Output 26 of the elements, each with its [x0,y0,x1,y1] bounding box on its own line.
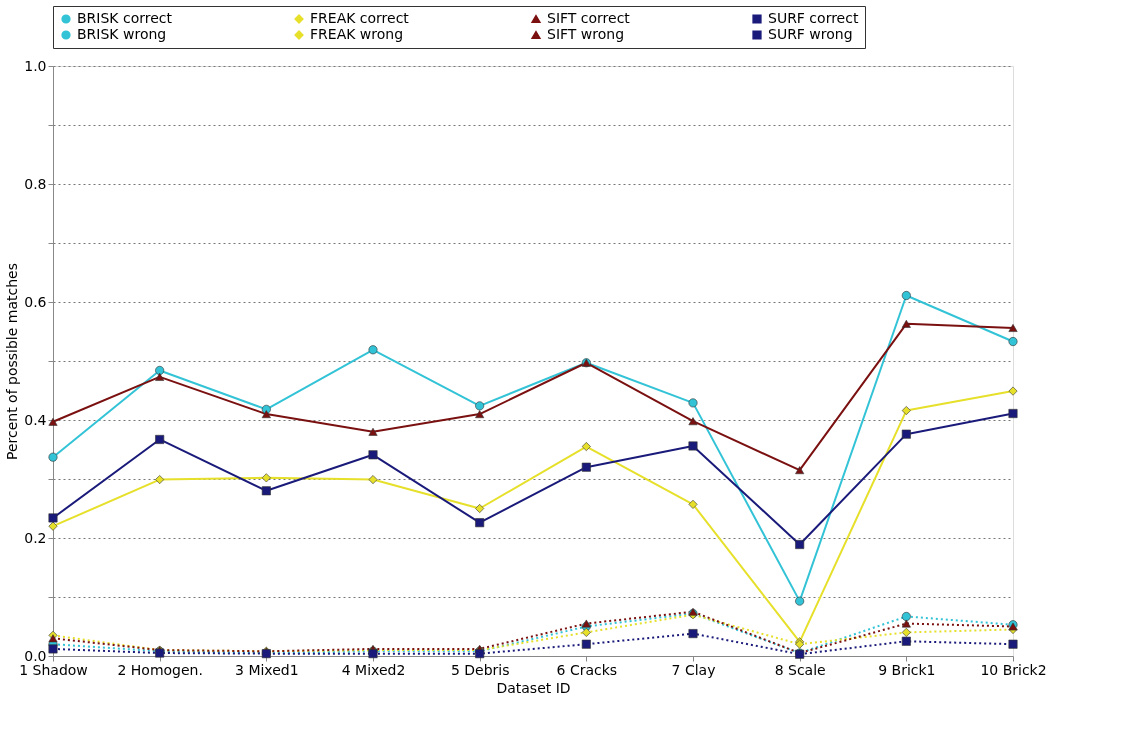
y-tick-label: 0.0 [24,647,47,664]
y-tick-label: 1.0 [24,57,47,74]
legend-label: FREAK wrong [310,26,404,42]
x-tick-label: 8 Scale [774,661,826,678]
legend-label: SURF wrong [768,26,853,42]
x-tick-label: 3 Mixed1 [235,661,299,678]
legend-label: BRISK wrong [77,26,167,42]
legend-label: FREAK correct [310,10,410,26]
x-tick-label: 5 Debris [450,661,510,678]
legend-label: BRISK correct [77,10,173,26]
x-tick-label: 2 Homogen. [117,661,203,678]
y-axis-title: Percent of possible matches [4,262,21,461]
legend-label: SIFT correct [547,10,631,26]
x-tick-label: 10 Brick2 [980,661,1047,678]
y-tick-label: 0.2 [24,529,47,546]
x-tick-label: 7 Clay [671,661,716,678]
x-tick-label: 6 Cracks [556,661,618,678]
legend-label: SIFT wrong [547,26,625,42]
y-tick-label: 0.8 [24,175,47,192]
legend-label: SURF correct [768,10,859,26]
x-tick-label: 4 Mixed2 [341,661,406,678]
x-tick-label: 9 Brick1 [878,661,936,678]
y-tick-label: 0.6 [24,293,47,310]
y-tick-label: 0.4 [24,411,47,428]
x-tick-label: 1 Shadow [19,661,88,678]
x-axis-title: Dataset ID [496,679,571,696]
